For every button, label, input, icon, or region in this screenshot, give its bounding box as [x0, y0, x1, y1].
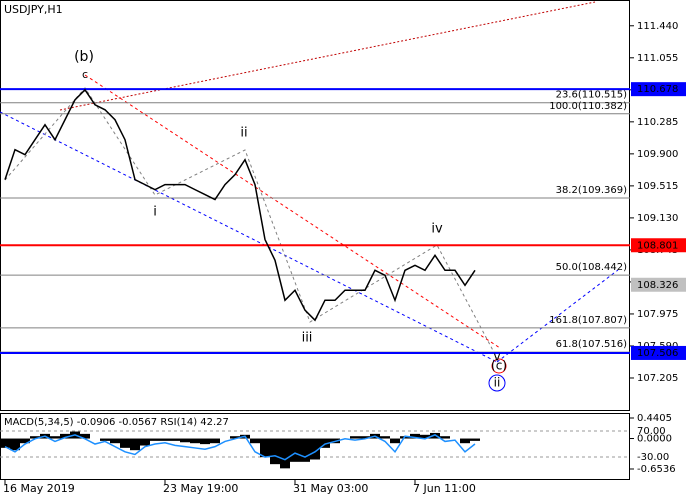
macd-bar — [150, 438, 160, 441]
fib-label: 61.8(107.516) — [556, 339, 628, 350]
wave-label: iii — [302, 331, 313, 346]
y2-tick-label: -30.00 — [637, 452, 669, 463]
macd-bar — [260, 438, 270, 458]
macd-bar — [100, 438, 110, 441]
macd-bar — [140, 438, 150, 446]
y-tick-label: 109.900 — [637, 149, 678, 160]
macd-bar — [30, 436, 40, 439]
macd-bar — [120, 438, 130, 448]
price-line — [4, 88, 476, 322]
trend-line — [0, 111, 498, 363]
level-box — [631, 82, 686, 97]
macd-bar — [110, 438, 120, 444]
macd-bar — [440, 436, 450, 439]
y-tick-label: 0.4405 — [637, 413, 672, 424]
fib-label: 161.8(107.807) — [549, 315, 627, 326]
macd-bar — [380, 436, 390, 439]
fib-label: 38.2(109.369) — [556, 185, 628, 196]
trend-line — [496, 269, 619, 363]
wave-label: ii — [240, 126, 247, 141]
y-tick-label: 107.205 — [637, 373, 678, 384]
wave-label: i — [153, 205, 157, 220]
x-tick-label: 16 May 2019 — [3, 482, 75, 495]
macd-bar — [310, 438, 320, 460]
y-tick-label: 0.0000 — [637, 434, 672, 445]
level-label: 110.678 — [637, 84, 678, 95]
level-box — [631, 277, 686, 292]
macd-bar — [390, 438, 400, 444]
macd-bar — [180, 438, 190, 443]
macd-bar — [10, 438, 20, 451]
macd-bar — [130, 438, 140, 451]
wave-circle — [491, 358, 507, 374]
main-panel — [0, 0, 630, 411]
y-tick-label: 111.440 — [637, 21, 678, 32]
macd-bar — [300, 438, 310, 462]
macd-bar — [230, 436, 240, 439]
macd-bar — [270, 438, 280, 465]
macd-bar — [250, 438, 260, 444]
fib-label: 50.0(108.442) — [556, 262, 628, 273]
trend-line — [59, 1, 596, 111]
macd-bar — [360, 436, 370, 439]
macd-bar — [50, 436, 60, 439]
fib-label: 23.6(110.515) — [556, 90, 628, 101]
y2-tick-label: 70.00 — [637, 426, 666, 437]
wave-label: (c) — [491, 359, 507, 373]
level-box — [631, 238, 686, 253]
wave-label: (b) — [74, 49, 94, 65]
macd-bar — [0, 438, 10, 448]
macd-bar — [410, 433, 420, 439]
macd-bar — [470, 438, 480, 441]
macd-bar — [280, 438, 290, 469]
y-tick-label: 109.130 — [637, 213, 678, 224]
wave-label: c — [82, 68, 88, 81]
wave-label: ii — [494, 376, 501, 390]
macd-bar — [60, 433, 70, 439]
macd-bar — [190, 438, 200, 444]
macd-bar — [350, 436, 360, 439]
level-box — [631, 345, 686, 360]
macd-bar — [320, 438, 330, 448]
wave-circle — [488, 374, 506, 392]
y-tick-label: 109.515 — [637, 181, 678, 192]
x-tick-label: 7 Jun 11:00 — [413, 482, 476, 495]
x-tick-label: 31 May 03:00 — [293, 482, 368, 495]
chart-title: USDJPY,H1 — [4, 3, 63, 16]
macd-bar — [80, 433, 90, 439]
macd-bar — [460, 438, 470, 444]
y-tick-label: -0.6536 — [637, 464, 676, 475]
macd-bar — [20, 438, 30, 444]
y-tick-label: 107.975 — [637, 309, 678, 320]
macd-bar — [210, 438, 220, 444]
trend-line — [84, 74, 501, 349]
x-tick-label: 23 May 19:00 — [163, 482, 238, 495]
level-label: 108.801 — [637, 240, 678, 251]
macd-bar — [290, 438, 300, 462]
wave-line — [4, 87, 498, 359]
level-label: 107.506 — [637, 348, 678, 359]
fib-label: 100.0(110.382) — [549, 101, 627, 112]
macd-bar — [160, 438, 170, 441]
level-label: 108.326 — [637, 280, 678, 291]
indicator-title: MACD(5,34,5) -0.0906 -0.0567 RSI(14) 42.… — [4, 417, 229, 428]
wave-label: v — [493, 350, 500, 364]
y-tick-label: 111.055 — [637, 53, 678, 64]
y-tick-label: 110.285 — [637, 117, 678, 128]
wave-label: iv — [431, 222, 443, 237]
rsi-line — [4, 434, 476, 461]
macd-bar — [420, 434, 430, 439]
macd-bar — [170, 438, 180, 441]
macd-bar — [200, 438, 210, 445]
